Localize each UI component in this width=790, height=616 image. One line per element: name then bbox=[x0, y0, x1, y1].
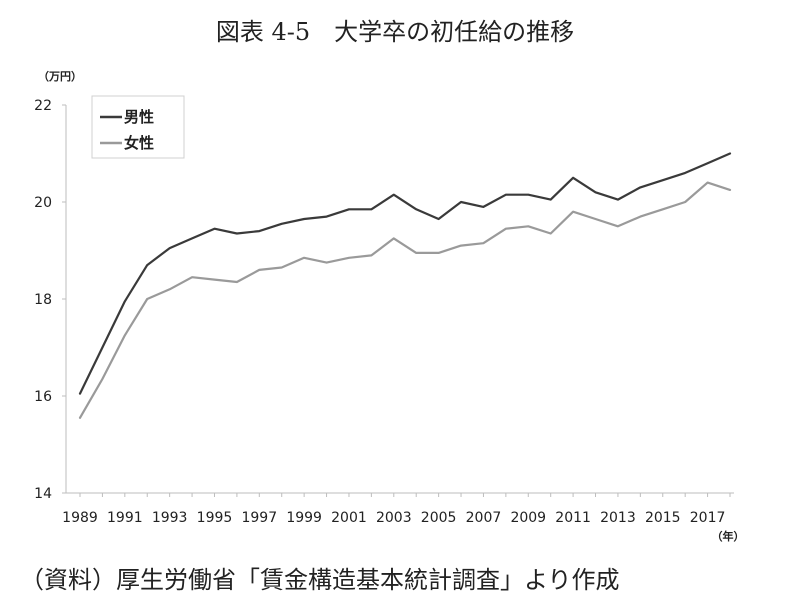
x-tick-label: 2013 bbox=[600, 510, 636, 526]
series-lines bbox=[78, 152, 732, 419]
chart-title: 図表 4-5 大学卒の初任給の推移 bbox=[215, 18, 575, 46]
x-tick-label: 2009 bbox=[510, 510, 546, 526]
x-tick-label: 1997 bbox=[241, 510, 277, 526]
y-tick-label: 20 bbox=[34, 195, 52, 211]
x-tick-label: 2001 bbox=[331, 510, 367, 526]
x-tick-label: 1999 bbox=[286, 510, 322, 526]
x-tick-label: 2003 bbox=[376, 510, 412, 526]
x-tick-label: 1989 bbox=[62, 510, 98, 526]
source-note: （資料）厚生労働省「賃金構造基本統計調査」より作成 bbox=[20, 566, 620, 594]
legend-box bbox=[91, 95, 185, 159]
y-tick-label: 22 bbox=[34, 98, 52, 114]
x-unit-label: （年） bbox=[712, 529, 745, 543]
y-tick-label: 14 bbox=[34, 486, 52, 502]
x-tick-label: 2017 bbox=[690, 510, 726, 526]
x-tick-label: 1995 bbox=[197, 510, 233, 526]
legend-label: 男性 bbox=[124, 108, 154, 126]
x-tick-label: 2015 bbox=[645, 510, 681, 526]
x-tick-label: 2007 bbox=[466, 510, 502, 526]
y-tick-label: 16 bbox=[34, 389, 52, 405]
x-tick-label: 1993 bbox=[152, 510, 188, 526]
x-tick-label: 2011 bbox=[555, 510, 591, 526]
series-line-male bbox=[78, 152, 732, 395]
x-tick-label: 2005 bbox=[421, 510, 457, 526]
axes: 14 16 18 20 22 （万円） 1989 1991 1993 1995 1997 1999 20… bbox=[34, 70, 744, 543]
y-unit-label: （万円） bbox=[38, 70, 82, 83]
legend-label: 女性 bbox=[124, 134, 154, 152]
y-tick-label: 18 bbox=[34, 292, 52, 308]
series-line-female bbox=[78, 181, 732, 419]
x-tick-label: 1991 bbox=[107, 510, 143, 526]
